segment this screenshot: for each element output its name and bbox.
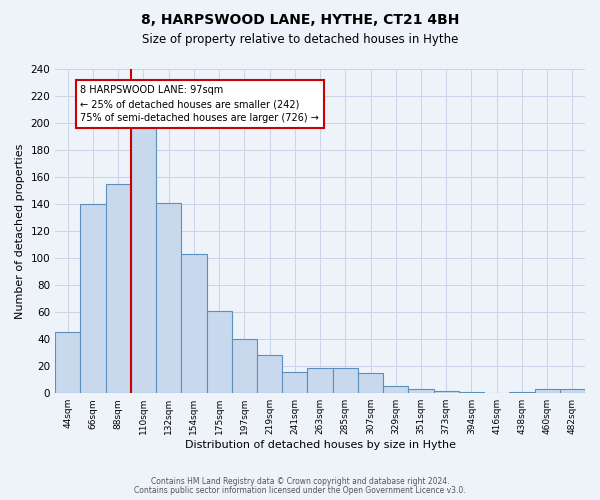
Bar [257,356,282,393]
Bar [358,373,383,393]
Text: 8 HARPSWOOD LANE: 97sqm
← 25% of detached houses are smaller (242)
75% of semi-d: 8 HARPSWOOD LANE: 97sqm ← 25% of detache… [80,85,319,123]
Text: 8, HARPSWOOD LANE, HYTHE, CT21 4BH: 8, HARPSWOOD LANE, HYTHE, CT21 4BH [141,12,459,26]
Bar [131,123,156,393]
Bar [459,392,484,393]
Bar [282,372,307,393]
Bar [409,389,434,393]
Y-axis label: Number of detached properties: Number of detached properties [15,144,25,319]
Text: Contains public sector information licensed under the Open Government Licence v3: Contains public sector information licen… [134,486,466,495]
Bar [509,392,535,393]
Bar [232,339,257,393]
Bar [181,254,206,393]
Bar [156,202,181,393]
Bar [206,311,232,393]
Bar [535,389,560,393]
Text: Size of property relative to detached houses in Hythe: Size of property relative to detached ho… [142,32,458,46]
Bar [80,204,106,393]
Bar [332,368,358,393]
Bar [106,184,131,393]
Bar [383,386,409,393]
Bar [307,368,332,393]
X-axis label: Distribution of detached houses by size in Hythe: Distribution of detached houses by size … [185,440,455,450]
Bar [55,332,80,393]
Text: Contains HM Land Registry data © Crown copyright and database right 2024.: Contains HM Land Registry data © Crown c… [151,477,449,486]
Bar [560,389,585,393]
Bar [434,390,459,393]
